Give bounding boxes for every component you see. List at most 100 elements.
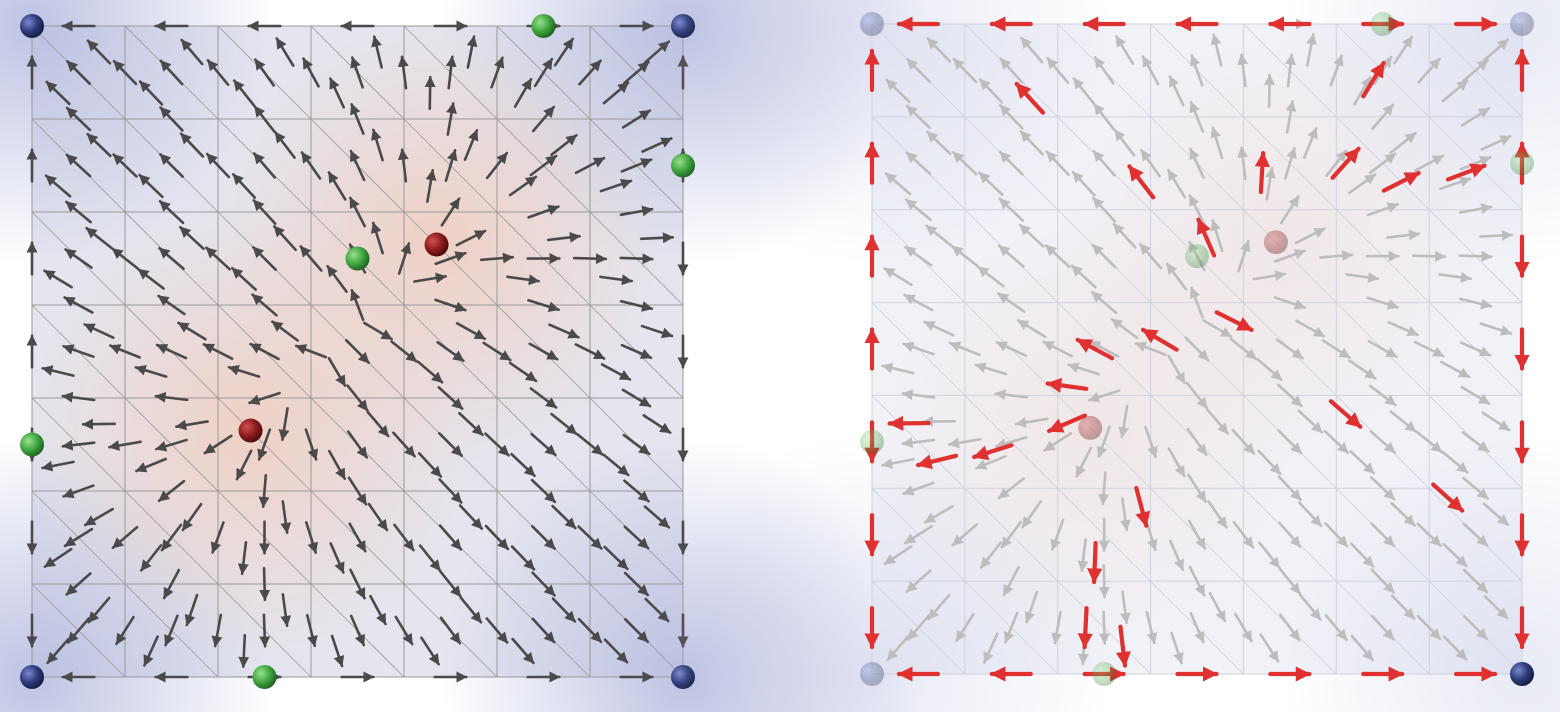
field-arrow: [63, 527, 94, 548]
critical-points: [860, 12, 1534, 686]
field-arrow: [63, 296, 94, 314]
field-arrow: [510, 545, 536, 571]
field-arrow: [62, 344, 95, 359]
saddle-point: [20, 432, 44, 457]
field-arrow: [1098, 610, 1110, 645]
field-arrow: [115, 615, 135, 646]
field-arrow: [1295, 319, 1326, 338]
field-arrow: [184, 593, 199, 627]
field-arrow: [533, 57, 554, 88]
field-arrow: [1087, 389, 1121, 403]
field-arrow: [1043, 431, 1073, 452]
field-arrow: [923, 320, 955, 337]
maximum-point: [238, 418, 263, 443]
field-arrow: [257, 428, 272, 461]
field-arrow: [111, 247, 139, 270]
field-arrow: [1231, 428, 1256, 455]
field-arrow: [350, 103, 365, 135]
field-arrow: [1276, 383, 1303, 408]
field-arrow: [546, 231, 581, 243]
field-arrow: [1369, 430, 1396, 454]
field-arrow: [1279, 613, 1301, 642]
field-arrow: [299, 245, 323, 272]
field-arrow: [61, 391, 96, 403]
field-arrow: [1479, 322, 1513, 336]
field-arrow: [574, 343, 606, 360]
field-arrow: [349, 149, 366, 182]
field-arrow: [434, 298, 467, 313]
right-panel-critical-paths: [630, 0, 1560, 712]
field-arrow: [623, 479, 650, 503]
field-arrow: [1093, 56, 1115, 85]
field-arrow: [302, 57, 320, 88]
separatrix-arrow: [1134, 485, 1151, 528]
field-arrow: [444, 149, 458, 182]
field-arrow: [623, 571, 650, 597]
field-arrow: [994, 436, 1028, 449]
separatrix-arrow: [972, 443, 1014, 461]
field-arrow: [1439, 360, 1471, 379]
minimum-point: [860, 662, 884, 686]
field-arrow: [1256, 357, 1283, 381]
field-arrow: [577, 525, 603, 550]
field-arrow: [1020, 36, 1044, 64]
field-arrow: [983, 632, 999, 664]
field-arrow: [619, 253, 654, 265]
field-arrow: [531, 105, 556, 133]
maximum-point: [424, 232, 449, 257]
field-arrow: [397, 242, 412, 275]
field-arrow: [371, 35, 383, 69]
field-arrow: [881, 457, 915, 469]
field-arrow: [621, 388, 652, 408]
field-arrow: [417, 452, 443, 478]
field-arrow: [529, 154, 558, 177]
field-arrow: [1370, 568, 1395, 594]
field-arrow: [397, 55, 409, 90]
separatrix-arrow: [1328, 399, 1363, 429]
field-arrow: [619, 205, 654, 217]
field-arrow: [1368, 384, 1397, 407]
field-arrow: [305, 613, 318, 648]
field-arrow: [530, 432, 557, 457]
field-arrow: [85, 226, 113, 250]
field-arrow: [1045, 150, 1070, 177]
field-arrow: [394, 615, 414, 646]
field-arrow: [349, 614, 366, 647]
field-arrow: [1077, 538, 1089, 573]
field-arrow: [1042, 340, 1074, 358]
field-arrow: [231, 173, 257, 199]
saddle-point: [1370, 12, 1395, 36]
separatrix-arrow: [1077, 605, 1093, 650]
field-arrow: [416, 360, 444, 384]
field-arrow: [553, 37, 575, 67]
field-arrow: [506, 274, 541, 286]
field-arrow: [976, 265, 1005, 288]
field-arrow: [1417, 57, 1441, 84]
field-arrow: [623, 525, 650, 550]
field-arrow: [1277, 429, 1303, 455]
field-arrow: [162, 568, 181, 600]
minimum-point: [860, 12, 884, 36]
separatrix-arrow: [1140, 327, 1179, 352]
field-arrow: [413, 272, 447, 284]
field-arrow: [576, 433, 604, 456]
field-arrow: [1297, 409, 1324, 434]
field-arrow: [1285, 53, 1296, 88]
field-arrow: [346, 430, 369, 459]
field-arrow: [902, 481, 935, 496]
field-arrow: [572, 253, 608, 265]
field-arrow: [484, 432, 510, 457]
field-arrow: [1345, 271, 1380, 283]
field-arrow: [951, 245, 979, 268]
field-arrow: [998, 150, 1024, 176]
field-arrow: [1207, 500, 1228, 529]
field-arrow: [294, 344, 328, 359]
field-arrow: [1071, 170, 1096, 197]
field-arrow: [531, 571, 556, 597]
separatrix-arrow: [1046, 413, 1088, 434]
field-arrow: [1389, 131, 1417, 154]
field-arrow: [883, 545, 913, 566]
field-arrow: [109, 344, 141, 359]
field-arrow: [1393, 35, 1414, 65]
field-arrow: [1168, 539, 1185, 571]
